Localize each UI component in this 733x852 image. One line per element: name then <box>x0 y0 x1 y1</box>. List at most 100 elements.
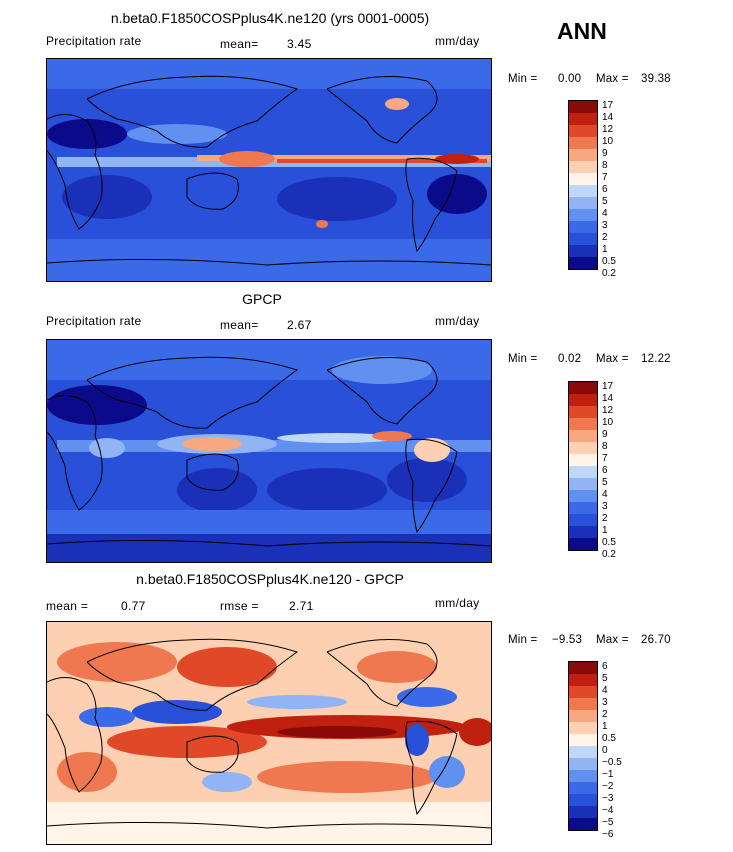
colorbar-swatch <box>569 173 597 185</box>
coastline-africa <box>47 395 103 511</box>
colorbar-box <box>568 100 598 270</box>
colorbar-label: 0 <box>602 745 608 756</box>
colorbar-label: −6 <box>602 829 614 840</box>
colorbar-swatch <box>569 466 597 478</box>
colorbar-swatch <box>569 442 597 454</box>
panel-1-map <box>46 58 492 282</box>
itcz-band <box>57 157 491 167</box>
coastline-antarctica <box>47 258 491 266</box>
dry-region <box>277 177 397 221</box>
colorbar-label: 7 <box>602 172 608 183</box>
colorbar-label: −0.5 <box>602 757 622 768</box>
colorbar-swatch <box>569 137 597 149</box>
panel-2-max-label: Max = <box>596 353 629 365</box>
colorbar-swatch <box>569 782 597 794</box>
coastline-antarctica <box>47 821 491 829</box>
panel-3-map <box>46 621 492 845</box>
positive-region <box>177 647 277 687</box>
colorbar-label: 0.5 <box>602 733 616 744</box>
colorbar-label: 14 <box>602 112 614 123</box>
negative-region <box>132 700 222 724</box>
colorbar-label: 1 <box>602 525 608 536</box>
wet-region <box>182 437 242 451</box>
panel-2-variable-label: Precipitation rate <box>46 314 142 328</box>
colorbar-label: 4 <box>602 685 608 696</box>
coastline-eurasia <box>86 75 299 148</box>
map-band <box>47 534 491 562</box>
panel-1-variable-label: Precipitation rate <box>46 34 142 48</box>
coastline-australia <box>186 735 239 773</box>
coastline-eurasia <box>86 356 299 429</box>
panel-1-mean-value: 3.45 <box>287 37 312 51</box>
panel-1-min-value: 0.00 <box>558 73 582 85</box>
colorbar-swatch <box>569 221 597 233</box>
colorbar-label: 3 <box>602 697 608 708</box>
colorbar-label: 10 <box>602 417 614 428</box>
colorbar-swatch <box>569 394 597 406</box>
panel-2-map <box>46 339 492 563</box>
colorbar-label: −4 <box>602 805 614 816</box>
colorbar-swatch <box>569 197 597 209</box>
wet-region <box>332 356 432 384</box>
colorbar-label: −1 <box>602 769 614 780</box>
panel-2-title: GPCP <box>242 291 282 307</box>
panel-3-title: n.beta0.F1850COSPplus4K.ne120 - GPCP <box>136 571 404 587</box>
colorbar-swatch <box>569 161 597 173</box>
colorbar-label: 12 <box>602 405 614 416</box>
positive-region <box>257 761 437 793</box>
wet-region <box>414 438 450 462</box>
colorbar-swatch <box>569 710 597 722</box>
panel-1-units: mm/day <box>435 34 480 48</box>
coastline-south-america <box>405 157 458 253</box>
dry-region <box>62 175 152 219</box>
colorbar-swatch <box>569 502 597 514</box>
colorbar-swatch <box>569 538 597 550</box>
colorbar-label: 10 <box>602 136 614 147</box>
colorbar-label: 0.5 <box>602 256 616 267</box>
colorbar-label: 5 <box>602 477 608 488</box>
colorbar-label: 9 <box>602 148 608 159</box>
colorbar-label: 3 <box>602 501 608 512</box>
wet-region <box>372 431 412 441</box>
colorbar-swatch <box>569 478 597 490</box>
negative-region <box>397 687 457 707</box>
panel-3-rmse-value: 2.71 <box>289 599 314 613</box>
colorbar-label: 12 <box>602 124 614 135</box>
coastlines <box>47 75 491 266</box>
coastline-north-america <box>326 639 438 707</box>
colorbar-label: 0.2 <box>602 268 616 279</box>
dry-region <box>267 468 387 512</box>
panel-3-mean-value: 0.77 <box>121 599 146 613</box>
colorbar-swatch <box>569 514 597 526</box>
negative-region <box>405 724 429 756</box>
colorbar-label: −5 <box>602 817 614 828</box>
wet-region <box>89 438 125 458</box>
colorbar-swatch <box>569 734 597 746</box>
colorbar-swatch <box>569 806 597 818</box>
colorbar-swatch <box>569 233 597 245</box>
colorbar-label: 17 <box>602 381 614 392</box>
panel-3-min-value: −9.53 <box>552 634 583 646</box>
coastlines <box>47 356 491 547</box>
dry-region <box>47 385 147 425</box>
map-band <box>47 59 491 89</box>
colorbar-label: 4 <box>602 208 608 219</box>
colorbar-swatch <box>569 257 597 269</box>
colorbar-label: 0.2 <box>602 549 616 560</box>
colorbar-label: 4 <box>602 489 608 500</box>
season-label: ANN <box>557 18 607 44</box>
wet-region <box>435 154 479 164</box>
panel-1-max-value: 39.38 <box>641 73 671 85</box>
colorbar-swatch <box>569 430 597 442</box>
colorbar-label: 8 <box>602 160 608 171</box>
colorbar-swatch <box>569 209 597 221</box>
colorbar-label: 0.5 <box>602 537 616 548</box>
colorbar-label: 7 <box>602 453 608 464</box>
dry-region <box>427 174 487 214</box>
colorbar-label: 8 <box>602 441 608 452</box>
colorbar-swatch <box>569 674 597 686</box>
colorbar-label: 17 <box>602 100 614 111</box>
itcz-band <box>277 159 487 163</box>
colorbar-swatch <box>569 406 597 418</box>
colorbar-label: 1 <box>602 244 608 255</box>
